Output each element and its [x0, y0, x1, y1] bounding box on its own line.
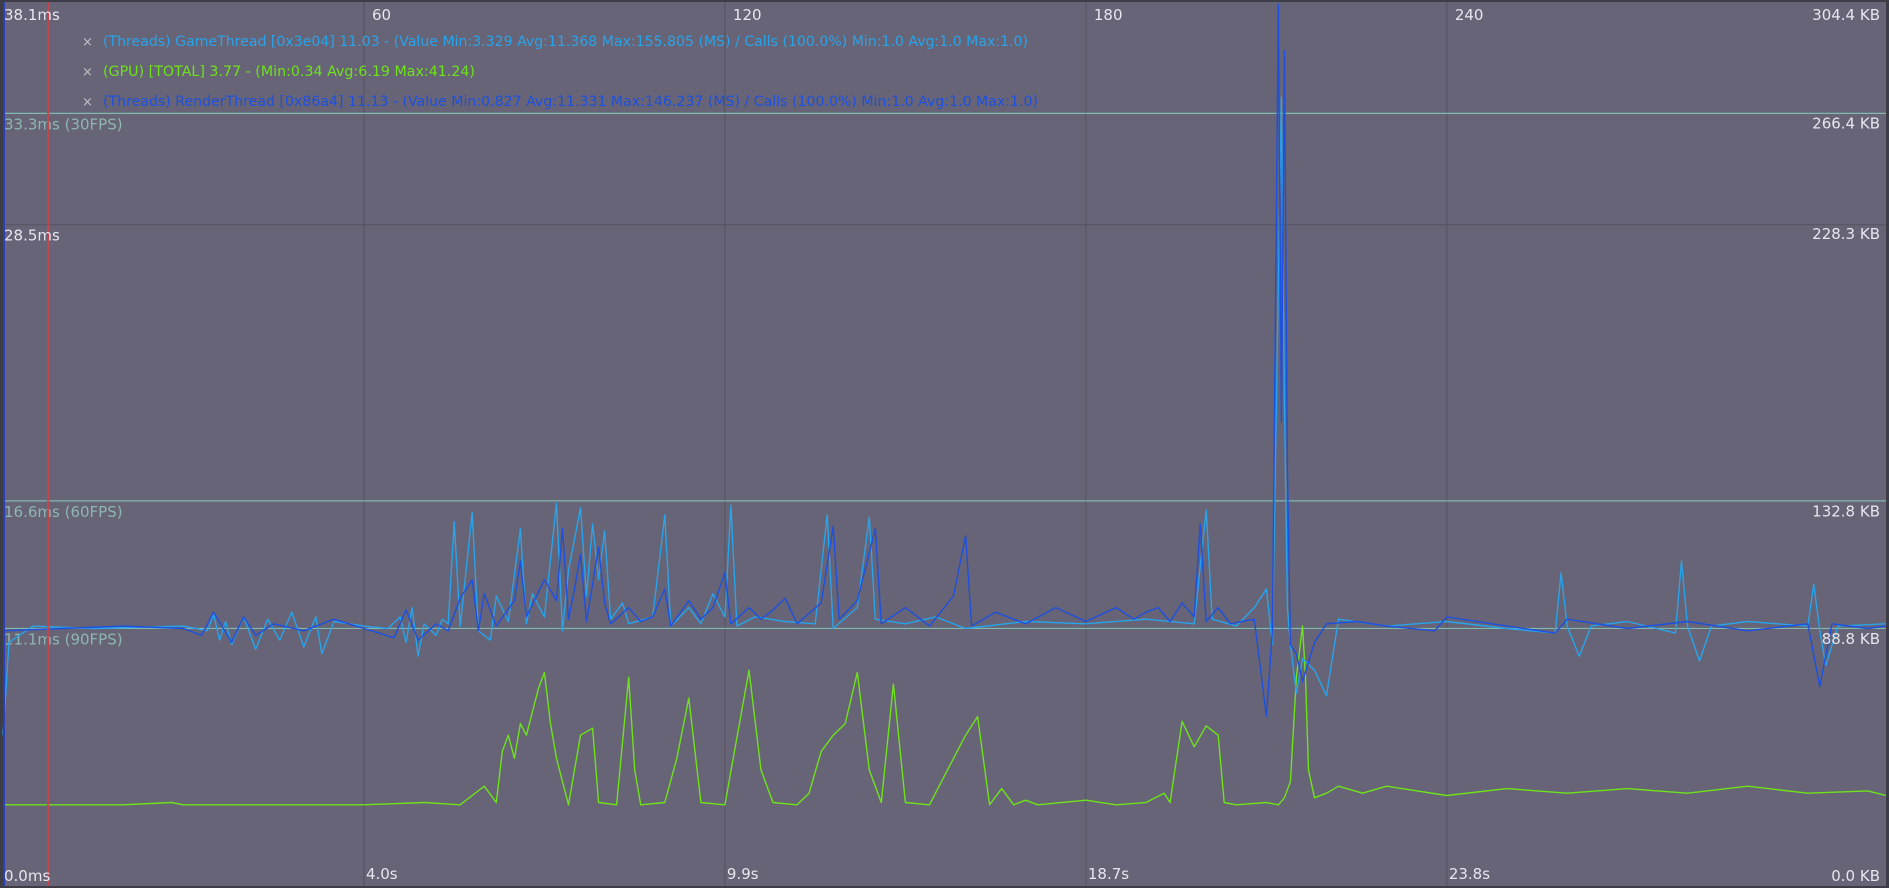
legend-item-0[interactable]: × (Threads) GameThread [0x3e04] 11.03 - (… [82, 34, 1028, 50]
legend-label-0: (Threads) GameThread [0x3e04] 11.03 - (V… [103, 34, 1028, 50]
bottom-time-label-0: 4.0s [366, 865, 398, 883]
left-axis-label-0: 38.1ms [4, 6, 60, 24]
top-frame-label-2: 180 [1094, 6, 1123, 24]
left-axis-label-1: 28.5ms [4, 227, 60, 245]
top-frame-label-1: 120 [733, 6, 762, 24]
right-axis-label-2: 228.3 KB [1812, 225, 1880, 243]
right-axis-label-4: 88.8 KB [1822, 630, 1880, 648]
series-line-1 [3, 625, 1887, 806]
fps-line-label-0: 33.3ms (30FPS) [4, 115, 123, 133]
right-axis-label-0: 304.4 KB [1812, 6, 1880, 24]
legend-label-1: (GPU) [TOTAL] 3.77 - (Min:0.34 Avg:6.19 … [103, 64, 475, 80]
legend-item-2[interactable]: × (Threads) RenderThread [0x86a4] 11.13 -… [82, 94, 1038, 110]
top-frame-label-3: 240 [1455, 6, 1484, 24]
series-line-2 [2, 3, 1887, 718]
bottom-time-label-2: 18.7s [1088, 865, 1129, 883]
bottom-time-label-1: 9.9s [727, 865, 759, 883]
left-axis-label-2: 0.0ms [4, 867, 50, 885]
right-axis-label-3: 132.8 KB [1812, 502, 1880, 520]
legend-close-icon[interactable]: × [82, 35, 93, 50]
right-axis-label-1: 266.4 KB [1812, 114, 1880, 132]
legend-close-icon[interactable]: × [82, 95, 93, 110]
plot-area [3, 2, 1886, 886]
legend-item-1[interactable]: × (GPU) [TOTAL] 3.77 - (Min:0.34 Avg:6.19… [82, 64, 475, 80]
top-frame-label-0: 60 [372, 6, 391, 24]
fps-line-label-1: 16.6ms (60FPS) [4, 503, 123, 521]
legend-label-2: (Threads) RenderThread [0x86a4] 11.13 - … [103, 94, 1038, 110]
right-axis-label-5: 0.0 KB [1831, 867, 1880, 885]
legend-close-icon[interactable]: × [82, 65, 93, 80]
bottom-time-label-3: 23.8s [1449, 865, 1490, 883]
fps-line-label-2: 11.1ms (90FPS) [4, 630, 123, 648]
